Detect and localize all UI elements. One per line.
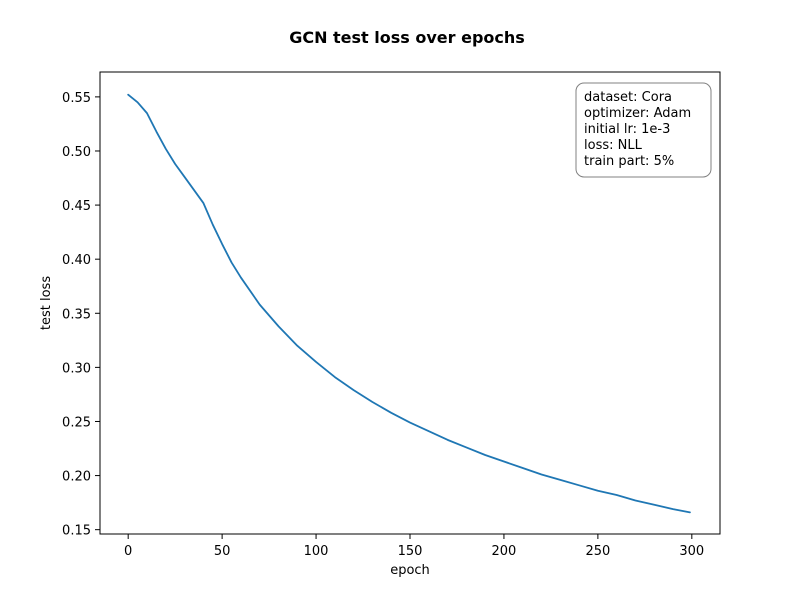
y-tick-label: 0.40 (62, 253, 91, 268)
y-tick-label: 0.25 (62, 415, 91, 430)
y-tick-label: 0.30 (62, 361, 91, 376)
x-axis-label: epoch (390, 563, 430, 578)
y-tick-label: 0.15 (62, 524, 91, 539)
x-tick-label: 50 (214, 544, 231, 559)
x-tick-label: 0 (124, 544, 132, 559)
y-axis-label: test loss (39, 276, 54, 330)
annotation-box: dataset: Cora optimizer: Adam initial lr… (575, 82, 712, 178)
y-tick-label: 0.50 (62, 145, 91, 160)
x-tick-label: 150 (398, 544, 423, 559)
annotation-line-optimizer: optimizer: Adam (584, 106, 691, 121)
x-tick-label: 300 (679, 544, 704, 559)
chart-title: GCN test loss over epochs (289, 28, 525, 47)
x-tick-label: 100 (304, 544, 329, 559)
annotation-line-dataset: dataset: Cora (584, 90, 672, 105)
x-axis-ticks: 0 50 100 150 200 250 300 (124, 534, 704, 559)
y-tick-label: 0.55 (62, 91, 91, 106)
series-line-test-loss (127, 93, 691, 514)
y-tick-label: 0.35 (62, 307, 91, 322)
y-tick-label: 0.45 (62, 199, 91, 214)
annotation-line-loss: loss: NLL (584, 138, 643, 153)
x-tick-label: 200 (492, 544, 517, 559)
y-tick-label: 0.20 (62, 470, 91, 485)
y-axis-ticks: 0.15 0.20 0.25 0.30 0.35 0.40 0.45 0.50 0.55 (62, 91, 100, 539)
x-tick-label: 250 (585, 544, 610, 559)
annotation-line-lr: initial lr: 1e-3 (584, 122, 670, 137)
annotation-line-train-part: train part: 5% (584, 154, 674, 169)
